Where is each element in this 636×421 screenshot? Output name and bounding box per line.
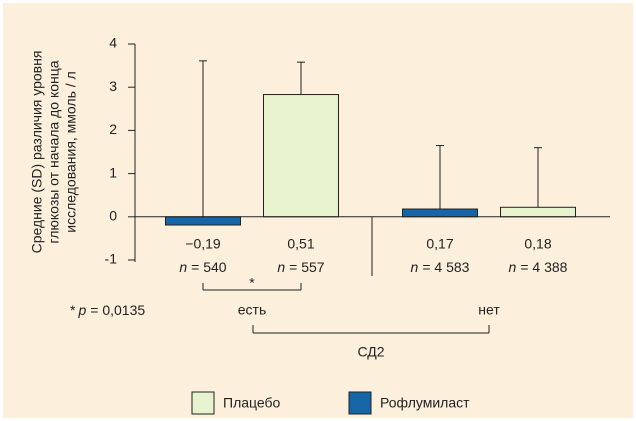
bar — [165, 216, 241, 226]
n-value: = 4 583 — [422, 259, 469, 275]
y-tick-label: 0 — [109, 208, 117, 224]
n-label: n = 4 583 — [411, 259, 470, 275]
bar — [402, 208, 478, 218]
footnote: * p = 0,0135 — [70, 302, 145, 318]
y-tick-label: 2 — [109, 121, 117, 137]
n-symbol: n — [509, 259, 517, 275]
group-label: нет — [478, 302, 500, 318]
y-tick-label: 1 — [109, 164, 117, 180]
legend-swatch — [191, 391, 215, 415]
mean-label: 0,51 — [287, 236, 314, 252]
y-tick-label: 3 — [109, 78, 117, 94]
y-axis-label: исследования, ммоль / л — [63, 71, 79, 232]
mean-label: 0,17 — [426, 236, 453, 252]
y-tick-label: 4 — [109, 35, 117, 51]
bar — [263, 94, 339, 218]
n-symbol: n — [277, 259, 285, 275]
significance-marker: * — [249, 275, 255, 291]
footnote-symbol: p — [77, 302, 86, 318]
y-axis-label: Средние (SD) различия уровня — [29, 51, 45, 254]
n-label: n = 4 388 — [509, 259, 568, 275]
group-axis-label: СД2 — [357, 344, 384, 360]
n-symbol: n — [179, 259, 187, 275]
footnote-marker: * — [70, 302, 76, 318]
mean-label: 0,18 — [524, 236, 551, 252]
n-symbol: n — [411, 259, 419, 275]
y-tick-label: -1 — [105, 251, 118, 267]
n-label: n = 540 — [179, 259, 226, 275]
y-axis-label: глюкозы от начала до конца — [46, 60, 62, 243]
n-label: n = 557 — [277, 259, 324, 275]
group-label: есть — [238, 302, 267, 318]
n-value: = 557 — [289, 259, 325, 275]
legend-label: Плацебо — [223, 395, 281, 411]
bar — [500, 206, 576, 218]
legend-swatch — [348, 391, 372, 415]
legend-label: Рофлумиласт — [380, 395, 470, 411]
n-value: = 4 388 — [520, 259, 567, 275]
n-value: = 540 — [191, 259, 227, 275]
mean-label: −0,19 — [185, 236, 221, 252]
footnote-text: = 0,0135 — [90, 302, 145, 318]
